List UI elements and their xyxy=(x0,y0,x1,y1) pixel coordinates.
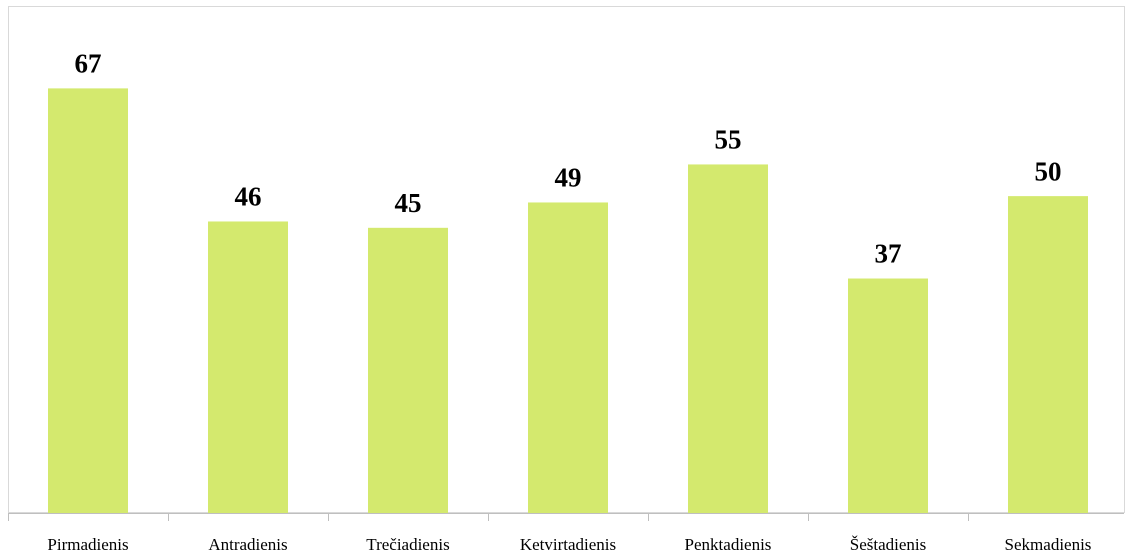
data-label: 46 xyxy=(235,182,262,212)
bar xyxy=(368,227,448,513)
x-tick-label: Šeštadienis xyxy=(850,535,927,554)
data-label: 37 xyxy=(875,239,902,269)
x-tick-label: Trečiadienis xyxy=(366,535,449,554)
bar xyxy=(208,221,288,513)
data-label: 49 xyxy=(555,163,582,193)
x-tick-label: Sekmadienis xyxy=(1005,535,1092,554)
bar xyxy=(528,202,608,513)
data-label: 55 xyxy=(715,125,742,155)
x-tick-label: Penktadienis xyxy=(685,535,772,554)
bar xyxy=(848,278,928,513)
x-tick-label: Ketvirtadienis xyxy=(520,535,616,554)
x-tick-label: Pirmadienis xyxy=(47,535,128,554)
bar xyxy=(1008,196,1088,513)
x-tick-label: Antradienis xyxy=(208,535,287,554)
bar xyxy=(48,88,128,513)
data-label: 45 xyxy=(395,188,422,218)
data-label: 50 xyxy=(1035,156,1062,186)
data-label: 67 xyxy=(75,49,102,79)
bar xyxy=(688,164,768,513)
